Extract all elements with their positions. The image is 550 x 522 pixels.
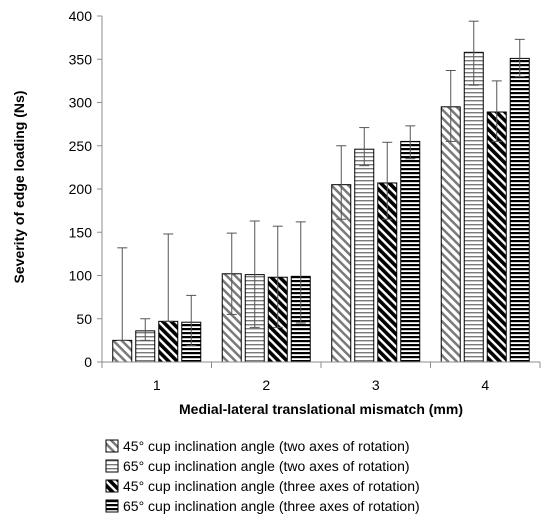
plot-area <box>112 20 530 363</box>
bar <box>400 140 421 363</box>
x-tick-label: 2 <box>262 377 270 393</box>
legend-label: 45° cup inclination angle (two axes of r… <box>123 438 410 454</box>
y-tick-label: 150 <box>69 224 93 240</box>
bar <box>509 57 530 363</box>
bar <box>463 51 484 363</box>
y-tick-label: 350 <box>69 51 93 67</box>
bar <box>440 106 461 363</box>
axes: 0 50 100 150 200 250 300 350 400 1 2 3 4 <box>69 8 541 393</box>
x-tick-label: 4 <box>481 377 489 393</box>
legend-swatch <box>105 479 119 493</box>
y-tick-label: 50 <box>76 311 92 327</box>
y-tick-label: 400 <box>69 8 93 24</box>
y-tick-label: 100 <box>69 268 93 284</box>
legend-label: 45° cup inclination angle (three axes of… <box>123 478 420 494</box>
y-tick-label: 300 <box>69 95 93 111</box>
legend-swatch <box>105 439 119 453</box>
y-tick-label: 250 <box>69 138 93 154</box>
legend-swatch <box>105 459 119 473</box>
bar <box>158 320 179 363</box>
x-tick-label: 1 <box>153 377 161 393</box>
y-tick-label: 0 <box>84 354 92 370</box>
y-axis-title: Severity of edge loading (Ns) <box>11 91 27 284</box>
legend-label: 65° cup inclination angle (three axes of… <box>123 498 420 514</box>
x-tick-label: 3 <box>372 377 380 393</box>
bar <box>112 339 133 363</box>
x-axis-title: Medial-lateral translational mismatch (m… <box>179 401 463 417</box>
legend: 45° cup inclination angle (two axes of r… <box>105 438 420 514</box>
legend-swatch <box>105 499 119 513</box>
y-tick-label: 200 <box>69 181 93 197</box>
bar <box>354 148 375 363</box>
bar <box>486 111 507 363</box>
legend-label: 65° cup inclination angle (two axes of r… <box>123 458 410 474</box>
